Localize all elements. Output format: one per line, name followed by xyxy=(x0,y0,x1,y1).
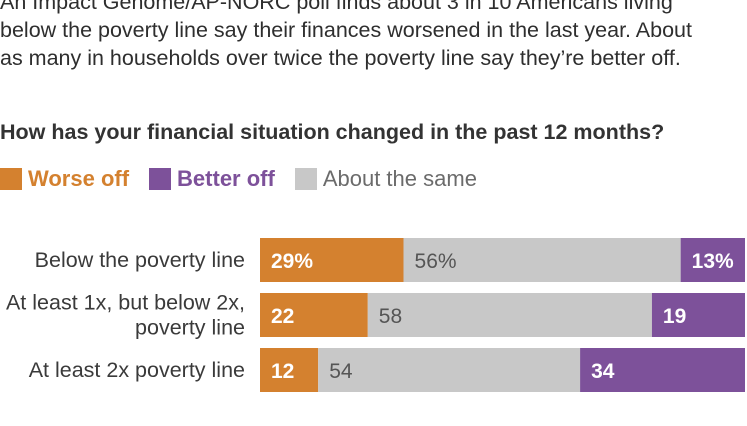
bar-worse-off xyxy=(260,348,319,392)
category-label-line: Below the poverty line xyxy=(35,248,245,272)
bar-worse-off xyxy=(260,238,404,282)
bar-worse-off xyxy=(260,293,368,337)
intro-line: as many in households over twice the pov… xyxy=(0,46,681,70)
category-label-line: At least 2x poverty line xyxy=(29,358,245,382)
legend-swatch-worse-off xyxy=(0,168,22,190)
bar-better-off xyxy=(651,293,745,337)
intro-line: below the poverty line say their finance… xyxy=(0,18,692,42)
intro-text: An Impact Genome/AP-NORC poll finds abou… xyxy=(0,0,745,72)
category-label-line: poverty line xyxy=(135,316,245,340)
legend-swatch-better-off xyxy=(149,168,172,190)
legend-item-worse-off: Worse off xyxy=(0,166,129,192)
bar-about-the-same xyxy=(403,238,681,282)
legend-swatch-about-the-same xyxy=(294,168,317,190)
category-label: At least 2x poverty line xyxy=(29,358,245,382)
category-label: At least 1x, but below 2x, poverty line xyxy=(6,291,245,340)
bar-better-off xyxy=(680,238,745,282)
legend-item-better-off: Better off xyxy=(149,166,275,192)
data-label-worse-off: 12 xyxy=(271,360,294,383)
data-label-worse-off: 22 xyxy=(271,305,294,328)
legend: Worse off Better off About the same xyxy=(0,164,497,194)
data-label-about-the-same: 58 xyxy=(379,305,402,328)
intro-line: An Impact Genome/AP-NORC poll finds abou… xyxy=(0,0,673,14)
legend-label-about-the-same: About the same xyxy=(322,166,477,191)
chart-question: How has your financial situation changed… xyxy=(0,120,665,144)
data-label-better-off: 19 xyxy=(663,305,686,328)
data-label-better-off: 34 xyxy=(591,360,615,383)
legend-item-about-the-same: About the same xyxy=(294,166,477,192)
data-label-worse-off: 29% xyxy=(271,250,313,273)
data-label-about-the-same: 56% xyxy=(415,250,457,273)
bar-about-the-same xyxy=(367,293,652,337)
bar-better-off xyxy=(580,348,745,392)
category-label: Below the poverty line xyxy=(35,248,245,272)
legend-label-better-off: Better off xyxy=(177,166,275,191)
data-label-about-the-same: 54 xyxy=(329,360,353,383)
bar-about-the-same xyxy=(318,348,581,392)
category-label-line: At least 1x, but below 2x, xyxy=(6,291,245,315)
data-label-better-off: 13% xyxy=(692,250,734,273)
legend-label-worse-off: Worse off xyxy=(28,166,130,191)
